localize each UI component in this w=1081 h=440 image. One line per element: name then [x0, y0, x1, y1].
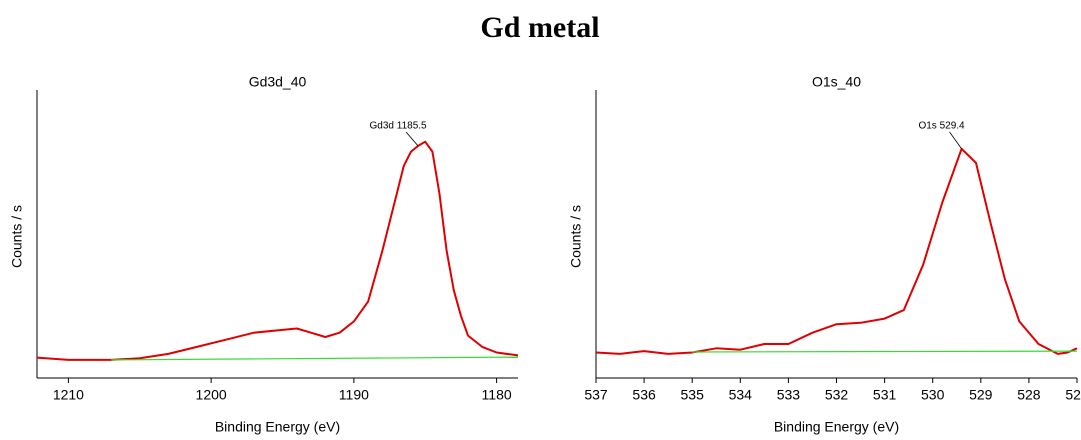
x-tick-label: 1210 [53, 387, 84, 403]
annotation-leader [405, 131, 419, 147]
background-line [111, 356, 519, 361]
x-tick-label: 1180 [482, 387, 512, 403]
x-tick-label: 1200 [196, 387, 227, 403]
y-axis-label: Counts / s [9, 205, 25, 268]
spectrum-line [36, 140, 519, 361]
x-tick-label: 1190 [339, 387, 369, 403]
x-tick-label: 528 [1017, 387, 1041, 403]
x-tick-label: 530 [921, 387, 945, 403]
x-tick-label: 531 [873, 387, 897, 403]
chart-title: Gd3d_40 [249, 74, 307, 90]
x-tick-label: 535 [681, 387, 705, 403]
x-tick-label: 533 [777, 387, 801, 403]
x-axis-label: Binding Energy (eV) [774, 419, 899, 435]
x-tick-label: 529 [969, 387, 993, 403]
annotation-leader [949, 131, 962, 150]
annotation: O1s 529.4 [918, 121, 965, 132]
x-tick-label: 532 [825, 387, 849, 403]
x-tick-label: 537 [584, 387, 608, 403]
main-title: Gd metal [480, 11, 599, 44]
chart-title: O1s_40 [812, 74, 861, 90]
x-tick-label: 536 [632, 387, 656, 403]
annotation: Gd3d 1185.5 [370, 121, 428, 132]
background-line [692, 350, 1078, 353]
x-tick-label: 527 [1065, 387, 1081, 403]
spectrum-line [595, 147, 1078, 355]
y-axis-label: Counts / s [568, 205, 584, 268]
x-tick-label: 534 [729, 387, 753, 403]
x-axis-label: Binding Energy (eV) [215, 419, 340, 435]
